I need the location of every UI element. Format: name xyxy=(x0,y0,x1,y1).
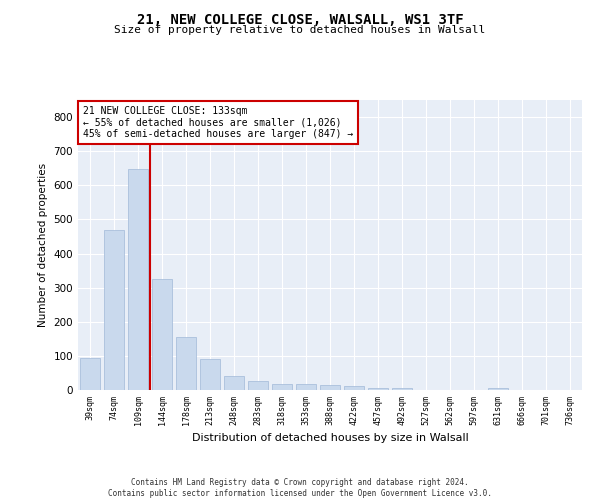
Bar xyxy=(392,388,412,390)
Bar xyxy=(344,386,364,390)
Bar xyxy=(224,376,244,390)
Bar xyxy=(80,358,100,390)
X-axis label: Distribution of detached houses by size in Walsall: Distribution of detached houses by size … xyxy=(191,433,469,443)
Y-axis label: Number of detached properties: Number of detached properties xyxy=(38,163,48,327)
Bar xyxy=(272,384,292,390)
Bar xyxy=(200,358,220,390)
Bar xyxy=(320,384,340,390)
Bar xyxy=(128,169,148,390)
Bar xyxy=(296,384,316,390)
Text: Contains HM Land Registry data © Crown copyright and database right 2024.
Contai: Contains HM Land Registry data © Crown c… xyxy=(108,478,492,498)
Bar xyxy=(248,381,268,390)
Bar xyxy=(488,388,508,390)
Text: 21, NEW COLLEGE CLOSE, WALSALL, WS1 3TF: 21, NEW COLLEGE CLOSE, WALSALL, WS1 3TF xyxy=(137,12,463,26)
Text: 21 NEW COLLEGE CLOSE: 133sqm
← 55% of detached houses are smaller (1,026)
45% of: 21 NEW COLLEGE CLOSE: 133sqm ← 55% of de… xyxy=(83,106,353,139)
Bar xyxy=(104,230,124,390)
Bar xyxy=(176,337,196,390)
Bar xyxy=(368,388,388,390)
Text: Size of property relative to detached houses in Walsall: Size of property relative to detached ho… xyxy=(115,25,485,35)
Bar xyxy=(152,279,172,390)
